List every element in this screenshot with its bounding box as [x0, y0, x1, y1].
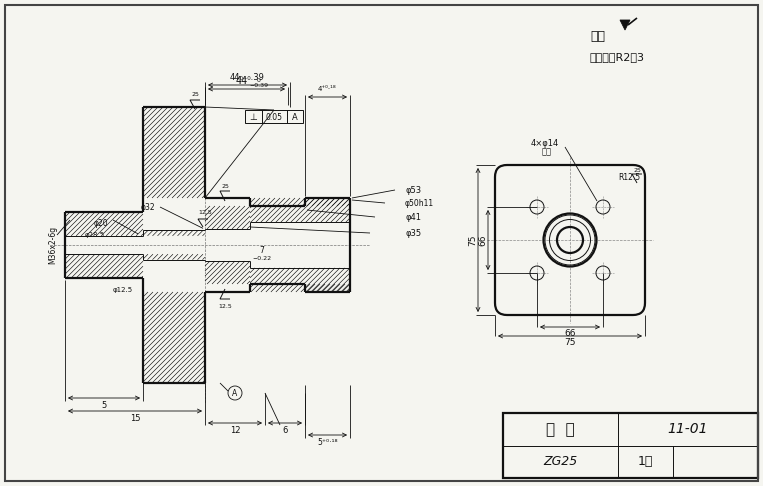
- Text: ZG25: ZG25: [543, 455, 578, 468]
- Text: 44: 44: [235, 76, 248, 86]
- Text: 25: 25: [633, 168, 641, 173]
- Text: 7: 7: [259, 245, 265, 255]
- Text: 通孔: 通孔: [542, 147, 552, 156]
- Text: 未注圓角R2～3: 未注圓角R2～3: [590, 52, 645, 62]
- Text: 66: 66: [565, 329, 576, 337]
- Text: φ28.5: φ28.5: [85, 232, 105, 238]
- Text: 0
−0.39: 0 −0.39: [249, 78, 268, 88]
- Text: 66: 66: [478, 234, 488, 246]
- Text: 25: 25: [221, 184, 229, 189]
- Text: 75: 75: [565, 337, 576, 347]
- Text: 5⁺⁰·¹⁸: 5⁺⁰·¹⁸: [317, 437, 338, 447]
- Text: 12.5: 12.5: [198, 210, 212, 215]
- Bar: [245, 110, 303, 123]
- Text: 12.5: 12.5: [218, 303, 232, 309]
- Text: φ53: φ53: [405, 186, 421, 194]
- Text: 5: 5: [101, 400, 107, 410]
- Text: A: A: [233, 388, 237, 398]
- Text: 25: 25: [191, 92, 199, 98]
- Text: 阀  盖: 阀 盖: [546, 422, 575, 437]
- Text: 44₀₋₀.39: 44₀₋₀.39: [230, 73, 265, 83]
- Text: φ12.5: φ12.5: [113, 287, 133, 293]
- Polygon shape: [620, 20, 630, 30]
- Text: R12.5: R12.5: [618, 173, 640, 181]
- Text: 0.05: 0.05: [266, 112, 282, 122]
- Text: φ50h11: φ50h11: [405, 198, 434, 208]
- Text: φ41: φ41: [405, 212, 421, 222]
- Text: ⊥: ⊥: [249, 112, 257, 122]
- Text: A: A: [292, 112, 298, 122]
- Text: 12: 12: [230, 426, 240, 434]
- Text: 6: 6: [282, 426, 288, 434]
- Text: 4×φ14: 4×φ14: [531, 139, 559, 147]
- Bar: [503, 413, 758, 478]
- Text: 1件: 1件: [638, 455, 653, 468]
- Text: 15: 15: [130, 414, 140, 422]
- Text: 75: 75: [468, 234, 478, 246]
- Text: M36x2-6g: M36x2-6g: [49, 226, 57, 264]
- Text: 其余: 其余: [590, 30, 605, 43]
- Text: φ20: φ20: [93, 219, 108, 227]
- Text: φ35: φ35: [405, 228, 421, 238]
- Text: 11-01: 11-01: [668, 422, 708, 436]
- Text: −0.22: −0.22: [253, 256, 272, 260]
- Text: φ32: φ32: [140, 203, 155, 211]
- Text: 4⁺⁰·¹⁸: 4⁺⁰·¹⁸: [318, 86, 336, 92]
